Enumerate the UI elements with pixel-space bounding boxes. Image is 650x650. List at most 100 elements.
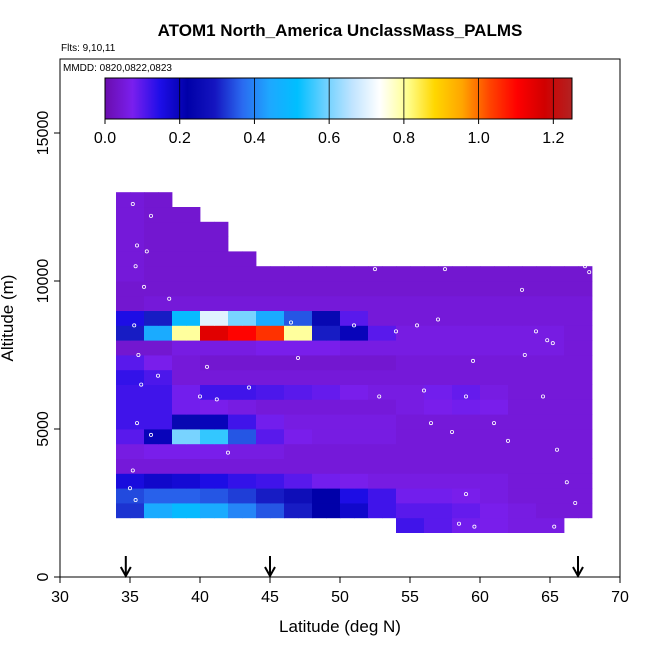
heatmap-cell [228,310,243,326]
flight-arrows [119,556,584,579]
sample-points [127,202,592,559]
heatmap-cell [522,325,537,341]
heatmap-cell [312,369,327,385]
heatmap-cell [214,281,229,297]
heatmap-cell [424,340,439,356]
heatmap-cell [284,503,299,519]
sample-point [133,498,138,503]
heatmap-cell [130,295,145,311]
heatmap-cell [494,473,509,489]
heatmap-cell [340,295,355,311]
heatmap-cell [284,414,299,430]
heatmap-cell [368,355,383,371]
heatmap-cell [382,488,397,504]
heatmap-cell [200,266,215,282]
heatmap-cell [410,429,425,445]
heatmap-cell [382,399,397,415]
sample-point [167,296,172,301]
heatmap-cell [452,503,467,519]
colorbar-ticks: 0.0 0.2 0.4 0.6 0.8 1.0 1.2 [94,78,565,147]
heatmap-cell [410,458,425,474]
sample-point [204,364,209,369]
heatmap-cell [242,503,257,519]
heatmap-cell [270,414,285,430]
heatmap-cell [564,473,579,489]
heatmap-cell [564,488,579,504]
heatmap-cell [578,266,593,282]
heatmap-cell [368,340,383,356]
heatmap-cell [228,429,243,445]
sample-point [491,421,496,426]
heatmap-cell [340,310,355,326]
heatmap-cell [298,325,313,341]
heatmap-cell [298,295,313,311]
heatmap-cell [200,251,215,267]
colorbar: 0.0 0.2 0.4 0.6 0.8 1.0 1.2 [94,77,573,147]
heatmap-cell [326,325,341,341]
heatmap-cell [368,369,383,385]
heatmap-cell [578,414,593,430]
heatmap-cell [186,236,201,252]
heatmap-cell [564,458,579,474]
heatmap-cell [186,458,201,474]
heatmap-cell [172,221,187,237]
heatmap-cell [326,429,341,445]
x-axis: 30 35 40 45 50 55 60 65 70 [51,577,629,606]
heatmap-cell [200,340,215,356]
heatmap-cell [396,310,411,326]
heatmap-cell [298,340,313,356]
heatmap-cell [410,517,425,533]
heatmap-cell [158,384,173,400]
heatmap-cell [424,325,439,341]
heatmap-cell [550,325,565,341]
heatmap-cell [116,355,131,371]
heatmap-cell [228,281,243,297]
sample-point [463,394,468,399]
heatmap-cell [410,266,425,282]
heatmap-cell [410,488,425,504]
heatmap-cell [466,399,481,415]
heatmap-cell [452,369,467,385]
heatmap-cell [172,473,187,489]
heatmap-cell [326,340,341,356]
heatmap-cell [382,325,397,341]
heatmap-cell [494,384,509,400]
heatmap-cell [564,503,579,519]
heatmap-cell [270,429,285,445]
heatmap-cell [270,355,285,371]
heatmap-cell [158,340,173,356]
heatmap-cell [480,266,495,282]
heatmap-cell [564,266,579,282]
heatmap-cell [242,325,257,341]
heatmap-cell [452,429,467,445]
heatmap-cell [284,399,299,415]
heatmap-cell [172,251,187,267]
heatmap-cell [508,429,523,445]
heatmap-cell [396,414,411,430]
heatmap-cell [298,414,313,430]
heatmap-cell [340,369,355,385]
heatmap-cell [536,443,551,459]
heatmap-cell [480,443,495,459]
heatmap-cell [312,384,327,400]
sample-point [302,219,307,224]
heatmap-cell [242,310,257,326]
heatmap-cell [256,458,271,474]
heatmap-cell [494,266,509,282]
heatmap-cell [200,458,215,474]
heatmap-cell [340,399,355,415]
heatmap-cell [410,503,425,519]
heatmap-cell [452,340,467,356]
heatmap-cell [564,281,579,297]
heatmap-cell [578,355,593,371]
y-tick-label: 0 [35,572,52,581]
heatmap-cell [214,340,229,356]
heatmap-cell [158,236,173,252]
heatmap-cell [354,473,369,489]
heatmap-cell [130,399,145,415]
sample-point [132,323,137,328]
heatmap-cell [508,503,523,519]
heatmap-cell [298,355,313,371]
heatmap-cell [466,503,481,519]
heatmap-cell [130,355,145,371]
